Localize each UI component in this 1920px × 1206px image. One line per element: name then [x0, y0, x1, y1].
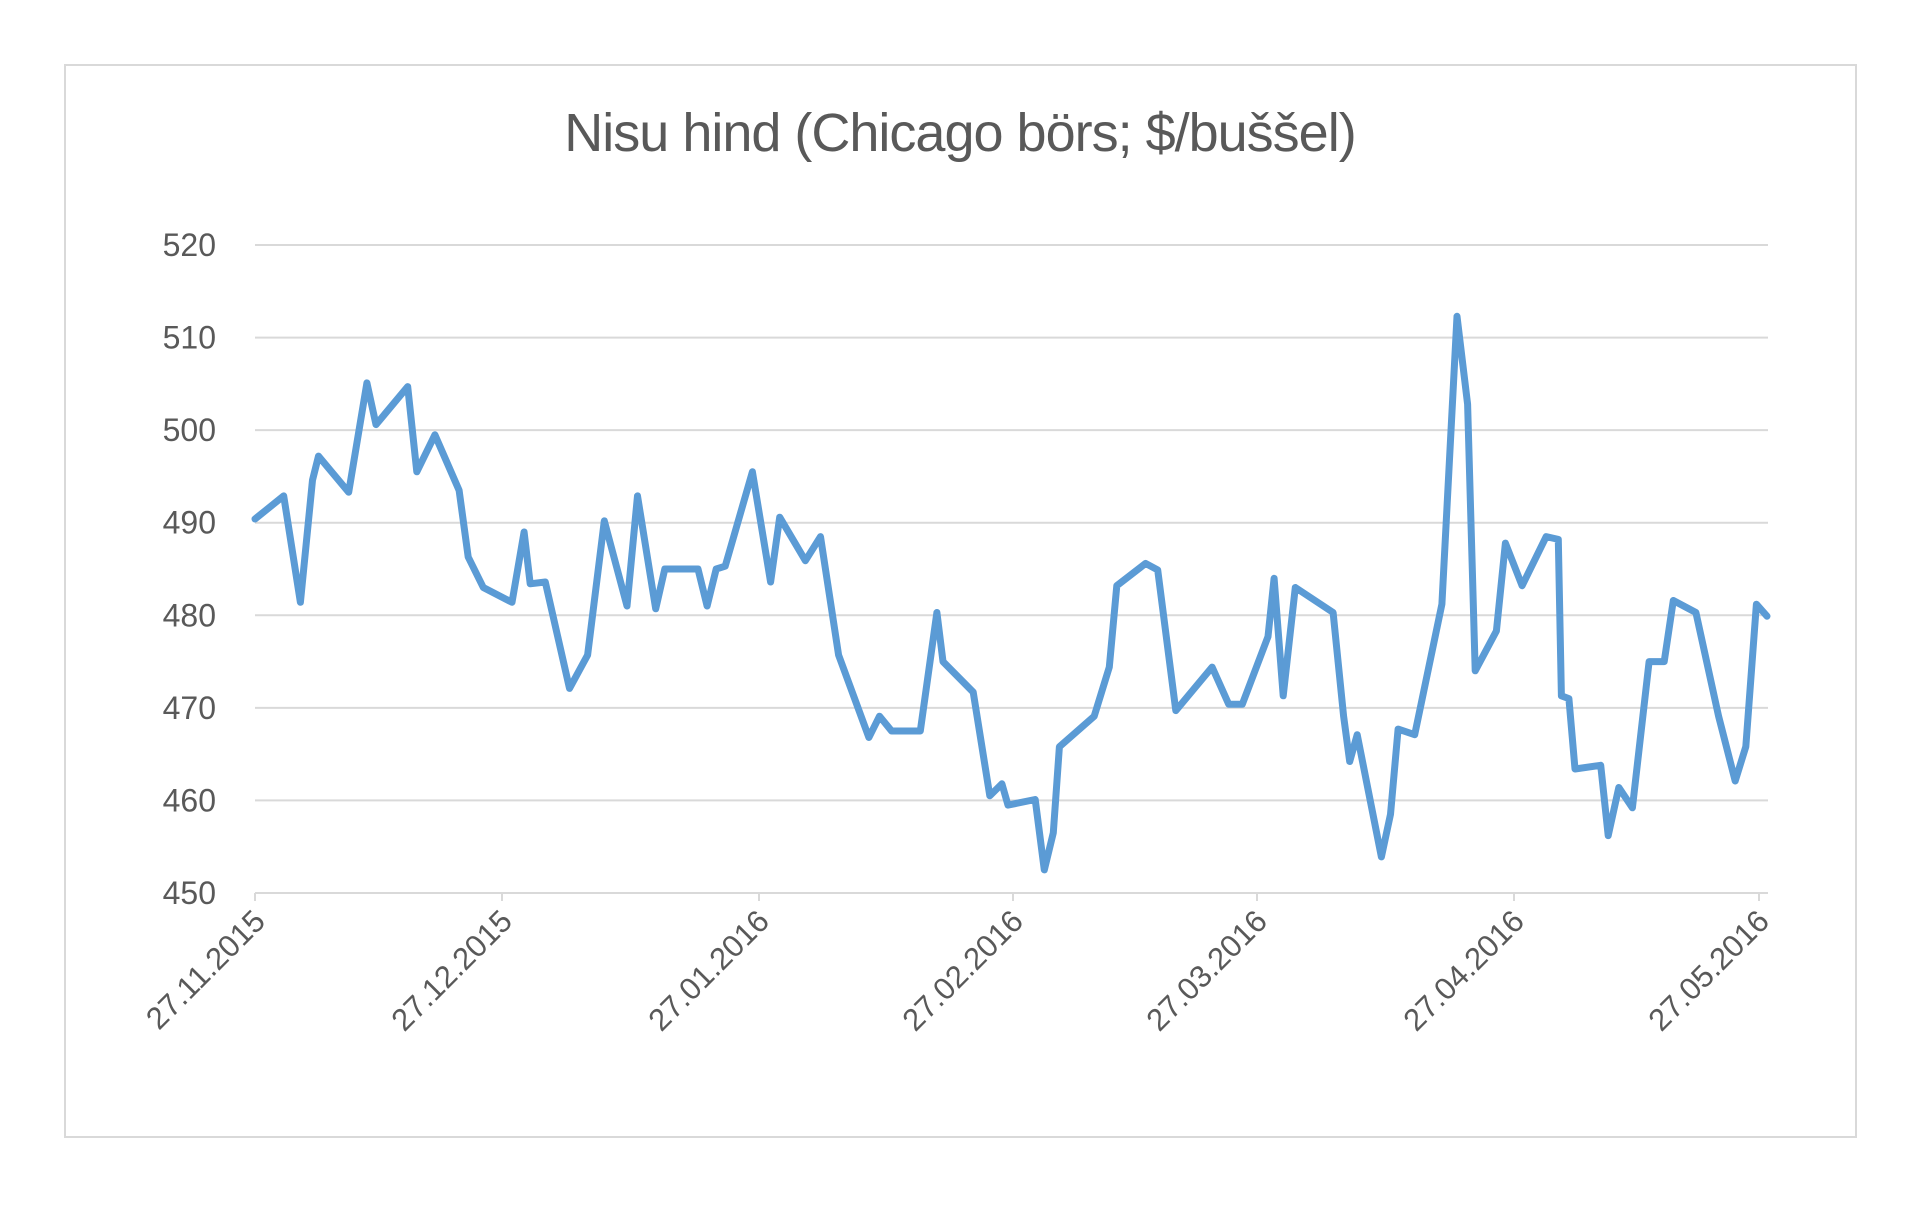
y-tick-label: 500 [163, 412, 216, 448]
x-tick-label: 27.01.2016 [641, 903, 775, 1037]
x-tick-label: 27.02.2016 [895, 903, 1029, 1037]
x-tick-label: 27.04.2016 [1396, 903, 1530, 1037]
x-axis: 27.11.2015 27.12.2015 27.01.2016 27.02.2016… [139, 892, 1776, 1038]
y-tick-label: 470 [163, 690, 216, 726]
x-tick-label: 27.11.2015 [139, 903, 272, 1036]
price-line [251, 312, 1771, 874]
y-tick-label: 510 [163, 320, 216, 356]
y-tick-label: 460 [163, 782, 216, 818]
x-tick-label: 27.03.2016 [1139, 903, 1273, 1037]
y-axis-labels: 450 460 470 480 490 500 510 520 [163, 227, 216, 911]
y-tick-label: 490 [163, 505, 216, 541]
chart-title: Nisu hind (Chicago börs; $/buššel) [564, 103, 1356, 163]
y-tick-label: 450 [163, 875, 216, 911]
gridlines [255, 244, 1768, 802]
x-tick-label: 27.12.2015 [384, 903, 518, 1037]
x-tick-label: 27.05.2016 [1641, 903, 1775, 1037]
y-tick-label: 480 [163, 597, 216, 633]
y-tick-label: 520 [163, 227, 216, 263]
